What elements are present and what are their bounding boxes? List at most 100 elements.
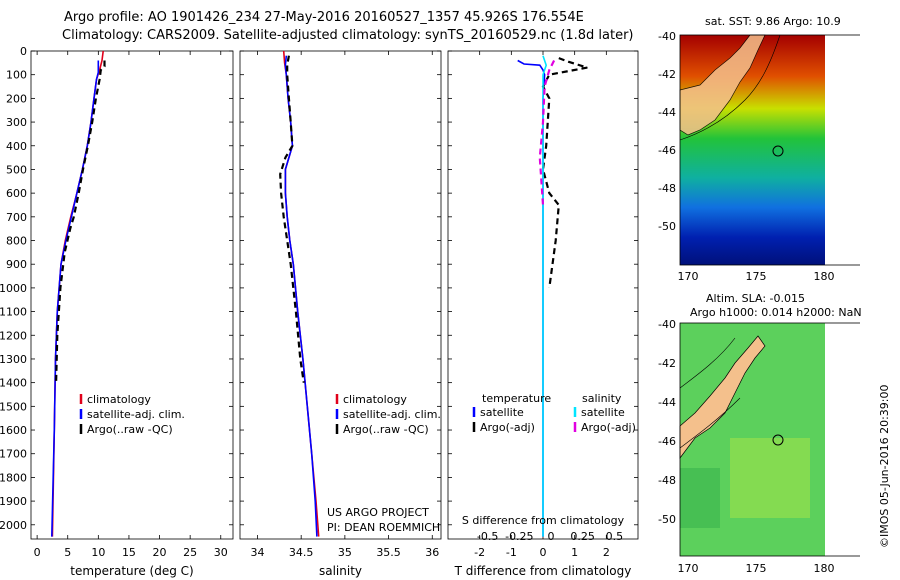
sla-lon-tick: 175 — [746, 562, 767, 575]
depth-tick-label: 700 — [6, 211, 27, 224]
x-tick-label: 36 — [425, 546, 439, 559]
series-line-temperature satellite — [517, 59, 546, 537]
top-tick-label: 0.5 — [606, 530, 624, 543]
x-tick-label: -2 — [474, 546, 485, 559]
legend-label: Argo(..raw -QC) — [343, 423, 429, 436]
legend-label: satellite-adj. clim. — [87, 408, 185, 421]
sla-field-light — [730, 438, 810, 518]
series-line-satellite-adj. clim. — [284, 55, 318, 537]
depth-tick-label: 600 — [6, 187, 27, 200]
x-tick-label: 15 — [122, 546, 136, 559]
top-tick-label: 0 — [548, 530, 555, 543]
series-line-salinity satellite — [542, 55, 548, 537]
depth-tick-label: 1400 — [0, 377, 27, 390]
legend-label: Argo(-adj) — [480, 421, 535, 434]
argo-position-marker-sla — [772, 434, 784, 446]
sla-lat-tick: -46 — [658, 435, 676, 448]
credit: ©IMOS 05-Jun-2016 20:39:00 — [878, 384, 891, 548]
x-tick-label: 34 — [250, 546, 264, 559]
sst-lon-tick: 180 — [814, 270, 835, 280]
sla-map: -40 -42 -44 -46 -48 -50 170 175 180 — [658, 318, 860, 575]
legend-label: Argo(-adj) — [581, 421, 636, 434]
title-line-2: Climatology: CARS2009. Satellite-adjuste… — [62, 28, 634, 43]
sla-lat-tick: -40 — [658, 318, 676, 331]
sla-lat-ticks: -40 -42 -44 -46 -48 -50 — [658, 318, 676, 526]
sst-lon-tick: 175 — [746, 270, 767, 280]
x-axis-label-salinity: salinity — [319, 564, 362, 578]
sst-lat-tick: -46 — [658, 144, 676, 157]
depth-tick-label: 1600 — [0, 424, 27, 437]
depth-tick-label: 1900 — [0, 495, 27, 508]
legend-label: climatology — [343, 393, 407, 406]
annotation-line: US ARGO PROJECT — [327, 506, 429, 519]
sst-field — [680, 35, 825, 265]
sla-lon-tick: 170 — [678, 562, 699, 575]
sst-land-nz — [679, 34, 766, 136]
sla-lon-ticks: 170 175 180 — [678, 562, 835, 575]
depth-tick-label: 1200 — [0, 329, 27, 342]
depth-tick-label: 1800 — [0, 471, 27, 484]
x-tick-label: 0 — [34, 546, 41, 559]
depth-tick-label: 200 — [6, 92, 27, 105]
panel-frame-temperature — [30, 50, 234, 540]
series-line-Argo(..raw -QC) — [55, 60, 106, 383]
title-line-1: Argo profile: AO 1901426_234 27-May-2016… — [64, 10, 584, 25]
series-line-Argo(..raw -QC) — [279, 55, 305, 383]
legend-label: satellite-adj. clim. — [343, 408, 441, 421]
x-tick-label: 34.5 — [289, 546, 314, 559]
legend-label: climatology — [87, 393, 151, 406]
sst-lat-tick: -44 — [658, 106, 676, 119]
x-tick-label: -1 — [506, 546, 517, 559]
top-tick-label: -0.25 — [505, 530, 533, 543]
depth-tick-label: 1300 — [0, 353, 27, 366]
legend-title-temperature: temperature — [482, 392, 551, 405]
depth-tick-label: 800 — [6, 235, 27, 248]
depth-tick-label: 100 — [6, 69, 27, 82]
top-axis-label: S difference from climatology — [462, 514, 625, 527]
x-tick-label: 2 — [603, 546, 610, 559]
legend-title-salinity: salinity — [582, 392, 622, 405]
sla-map-title-2: Argo h1000: 0.014 h2000: NaN — [690, 306, 862, 319]
sst-map: -40 -42 -44 -46 -48 -50 170 175 180 — [658, 30, 860, 280]
x-tick-label: 25 — [183, 546, 197, 559]
panel-frame-salinity — [239, 50, 442, 540]
argo-position-marker — [772, 145, 784, 157]
sla-land-nz — [679, 335, 766, 460]
sst-contour — [679, 34, 781, 141]
sst-lat-tick: -48 — [658, 182, 676, 195]
x-tick-label: 0 — [540, 546, 547, 559]
series-line-climatology — [282, 50, 320, 537]
x-tick-label: 1 — [571, 546, 578, 559]
sla-contour — [679, 337, 741, 449]
x-tick-label: 35.5 — [376, 546, 401, 559]
legend-label: Argo(..raw -QC) — [87, 423, 173, 436]
sst-lon-ticks: 170 175 180 — [678, 270, 835, 280]
depth-tick-label: 1100 — [0, 306, 27, 319]
x-tick-label: 30 — [214, 546, 228, 559]
top-tick-label: 0.25 — [570, 530, 595, 543]
sla-field-dark — [680, 468, 720, 528]
sst-map-title: sat. SST: 9.86 Argo: 10.9 — [705, 15, 841, 28]
sla-frame — [679, 322, 860, 557]
depth-tick-label: 1500 — [0, 400, 27, 413]
sla-lat-tick: -42 — [658, 357, 676, 370]
sst-lat-tick: -40 — [658, 30, 676, 43]
sst-lon-tick: 170 — [678, 270, 699, 280]
depth-tick-label: 500 — [6, 163, 27, 176]
x-tick-label: 5 — [64, 546, 71, 559]
x-axis-label-differences: T difference from climatology — [454, 564, 632, 578]
depth-tick-label: 1700 — [0, 448, 27, 461]
series-line-salinity Argo(-adj) — [538, 60, 556, 206]
annotation-line: PI: DEAN ROEMMICH — [327, 521, 440, 534]
top-tick-label: -0.5 — [477, 530, 498, 543]
x-axis-label-temperature: temperature (deg C) — [70, 564, 193, 578]
sla-lat-tick: -44 — [658, 396, 676, 409]
depth-tick-label: 2000 — [0, 519, 27, 532]
legend-label: satellite — [480, 406, 524, 419]
x-tick-label: 20 — [153, 546, 167, 559]
depth-tick-label: 400 — [6, 140, 27, 153]
x-tick-label: 35 — [338, 546, 352, 559]
sla-lat-tick: -48 — [658, 474, 676, 487]
depth-tick-label: 300 — [6, 116, 27, 129]
